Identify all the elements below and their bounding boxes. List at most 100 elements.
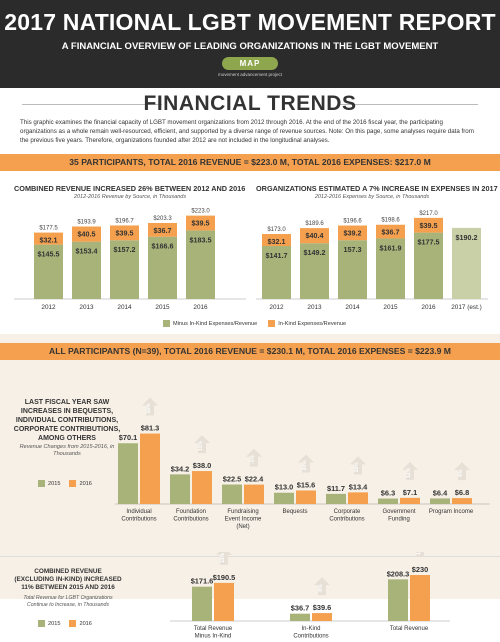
bar-2015 — [192, 586, 212, 621]
legend-top: Minus In-Kind Expenses/Revenue In-Kind E… — [163, 320, 346, 327]
bar-2016 — [192, 471, 212, 504]
bar-2015 — [222, 484, 242, 504]
change-label: 16% — [146, 403, 152, 414]
changes-caption: LAST FISCAL YEAR SAW INCREASES IN BEQUES… — [13, 399, 121, 442]
bar-label-minus: $145.5 — [38, 250, 60, 259]
x-category-label: (Net) — [236, 524, 249, 530]
x-category-label: Contributions — [173, 517, 208, 523]
banner-all-participants: ALL PARTICIPANTS (N=39), TOTAL 2016 REVE… — [0, 343, 500, 360]
change-arrow — [194, 435, 210, 454]
bar-2016 — [296, 490, 316, 504]
bar-inkind — [414, 217, 443, 233]
x-tick-label: 2016 — [193, 304, 208, 311]
bar-inkind — [110, 225, 139, 241]
legend-label-inkind: In-Kind Expenses/Revenue — [278, 320, 347, 327]
bar-2016 — [400, 497, 420, 504]
change-label: 8% — [318, 584, 324, 592]
bar-label-inkind: $32.1 — [268, 237, 286, 246]
bar-total-label: $196.6 — [343, 219, 362, 225]
x-category-label: Total Revenue — [390, 626, 429, 632]
report-subtitle: A FINANCIAL OVERVIEW OF LEADING ORGANIZA… — [61, 41, 439, 52]
bar-total-label: $193.9 — [77, 219, 96, 225]
x-tick-label: 2012 — [269, 304, 284, 311]
change-label: 15% — [354, 462, 360, 473]
bar-value-label: $22.4 — [245, 475, 264, 484]
bar-total-label: $223.0 — [191, 209, 210, 215]
bar-value-label: $15.6 — [297, 480, 316, 489]
bar-inkind — [300, 228, 329, 244]
bar-2016 — [410, 575, 430, 621]
totals-chart-svg: $171.6 $190.5 11% Total Revenue Minus In-Kin… — [170, 552, 450, 640]
bar-2015 — [326, 493, 346, 504]
x-category-label: Corporate — [334, 509, 361, 515]
legend-years-2: 2015 2016 — [38, 620, 92, 627]
bar-label-inkind: $40.4 — [306, 231, 324, 240]
bar-2015 — [378, 498, 398, 504]
change-arrow — [142, 397, 158, 416]
change-arrow — [350, 456, 366, 475]
x-tick-label: 2016 — [421, 304, 436, 311]
x-category-label: Government — [382, 509, 415, 515]
expenses-chart-title: ORGANIZATIONS ESTIMATED A 7% INCREASE IN… — [256, 184, 498, 193]
bar-inkind — [186, 215, 215, 231]
x-tick-label: 2013 — [79, 304, 94, 311]
bar-value-label: $36.7 — [291, 604, 310, 613]
bar-2016 — [312, 613, 332, 621]
bar-label-inkind: $40.5 — [78, 229, 96, 238]
x-category-label: In-Kind — [301, 626, 320, 632]
x-category-label: Contributions — [121, 517, 156, 523]
bar-2016 — [140, 433, 160, 504]
bar-total-label: $217.0 — [419, 211, 438, 217]
legend-swatch-inkind — [268, 320, 276, 327]
bar-minus-inkind — [262, 246, 291, 299]
bar-total-label: $196.7 — [115, 218, 134, 224]
report-header: 2017 NATIONAL LGBT MOVEMENT REPORT A FIN… — [0, 0, 500, 88]
legend-swatch-2016 — [69, 480, 77, 487]
top-charts-svg: $145.5 $32.1 $177.5 2012 $153.4 $40.5 $193.9 20… — [14, 209, 488, 311]
bar-label-minus: $161.9 — [380, 243, 402, 252]
bar-value-label: $190.5 — [213, 573, 236, 582]
total-caption: COMBINED REVENUE (EXCLUDING IN-KIND) INC… — [14, 568, 122, 591]
total-subcaption: Total Revenue for LGBT Organizations Con… — [23, 595, 113, 608]
bar-label-minus: $190.2 — [456, 233, 478, 242]
bar-total-label: $198.6 — [381, 218, 400, 224]
bar-2015 — [274, 492, 294, 504]
total-revenue-chart: $171.6 $190.5 11% Total Revenue Minus In-Kin… — [170, 552, 450, 640]
title-rule-left — [22, 104, 162, 105]
bar-minus-inkind — [300, 243, 329, 299]
change-arrow — [402, 461, 418, 480]
bar-value-label: $13.0 — [275, 483, 294, 492]
changes-subcaption: Revenue Changes from 2015-2016, in Thous… — [19, 444, 115, 457]
bar-value-label: $230 — [412, 565, 428, 574]
bar-value-label: $171.6 — [191, 577, 214, 586]
bar-label-minus: $177.5 — [418, 238, 440, 247]
bar-label-inkind: $32.1 — [40, 236, 58, 245]
bar-total-label: $173.0 — [267, 227, 286, 233]
x-category-label: Contributions — [329, 517, 364, 523]
x-category-label: Funding — [388, 517, 410, 523]
bar-value-label: $208.3 — [387, 569, 410, 578]
bar-2015 — [170, 474, 190, 504]
x-category-label: Contributions — [293, 634, 328, 640]
x-category-label: Fundraising — [227, 509, 258, 515]
x-tick-label: 2013 — [307, 304, 322, 311]
change-arrow — [416, 552, 424, 557]
bar-value-label: $34.2 — [171, 464, 190, 473]
legend-label-2015: 2015 — [48, 480, 61, 487]
revenue-chart-subtitle: 2012-2016 Revenue by Source, in Thousand… — [73, 194, 187, 200]
bar-inkind — [34, 232, 63, 245]
report-title: 2017 NATIONAL LGBT MOVEMENT REPORT — [4, 9, 496, 35]
legend-years-1: 2015 2016 — [38, 480, 92, 487]
legend-label-minus: Minus In-Kind Expenses/Revenue — [173, 320, 258, 327]
bar-value-label: $6.3 — [381, 489, 395, 498]
map-logo-subtext: movement advancement project — [217, 72, 283, 77]
change-label: -1% — [250, 455, 256, 464]
bar-value-label: $6.8 — [455, 488, 469, 497]
revenue-chart-title: COMBINED REVENUE INCREASED 26% BETWEEN 2… — [14, 184, 246, 193]
bar-label-minus: 157.3 — [344, 245, 362, 254]
change-label: 6% — [458, 469, 464, 477]
bar-inkind — [148, 222, 177, 237]
bar-label-inkind: $36.7 — [154, 226, 172, 235]
banner-text: 35 PARTICIPANTS, TOTAL 2016 REVENUE = $2… — [69, 157, 431, 167]
change-arrow — [314, 577, 330, 596]
